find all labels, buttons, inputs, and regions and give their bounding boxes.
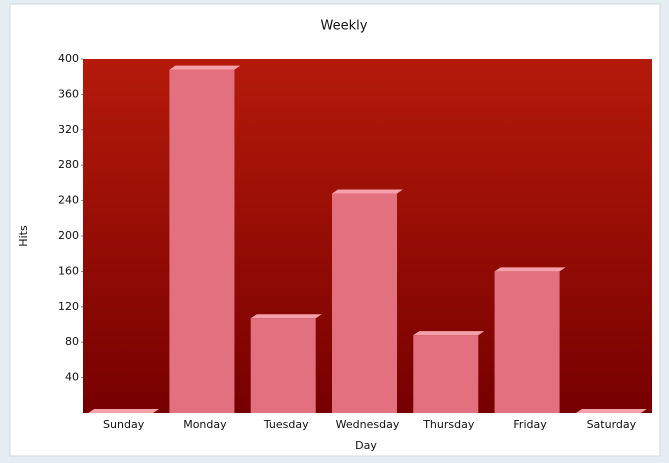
bar-top xyxy=(331,189,404,194)
x-tick-label: Friday xyxy=(513,418,547,431)
y-tick-label: 280 xyxy=(58,158,79,171)
x-tick-label: Monday xyxy=(183,418,227,431)
y-tick-label: 200 xyxy=(58,229,79,242)
y-tick-label: 360 xyxy=(58,87,79,100)
y-tick-label: 80 xyxy=(65,335,79,348)
bar-top xyxy=(494,267,566,272)
bar xyxy=(331,193,398,413)
bar-top xyxy=(250,314,322,319)
y-tick-label: 40 xyxy=(65,371,79,384)
x-tick-label: Saturday xyxy=(587,418,637,431)
x-tick-label: Sunday xyxy=(103,418,145,431)
bar-top xyxy=(88,409,160,413)
bar-top xyxy=(575,409,647,413)
y-tick-label: 120 xyxy=(58,300,79,313)
chart-title: Weekly xyxy=(321,19,368,34)
bar xyxy=(494,271,560,413)
x-tick-label: Thursday xyxy=(422,418,475,431)
y-tick-label: 160 xyxy=(58,264,79,277)
x-tick-label: Wednesday xyxy=(336,418,400,431)
x-axis-label: Day xyxy=(355,439,377,452)
bar xyxy=(169,69,235,414)
bar-top xyxy=(413,331,485,336)
x-tick-label: Tuesday xyxy=(263,418,309,431)
y-tick-label: 400 xyxy=(58,52,79,65)
bar-top xyxy=(169,65,241,70)
y-axis-label: Hits xyxy=(17,225,30,247)
bar xyxy=(250,318,316,413)
y-tick-label: 320 xyxy=(58,123,79,136)
y-tick-label: 240 xyxy=(58,194,79,207)
bar xyxy=(413,335,479,413)
